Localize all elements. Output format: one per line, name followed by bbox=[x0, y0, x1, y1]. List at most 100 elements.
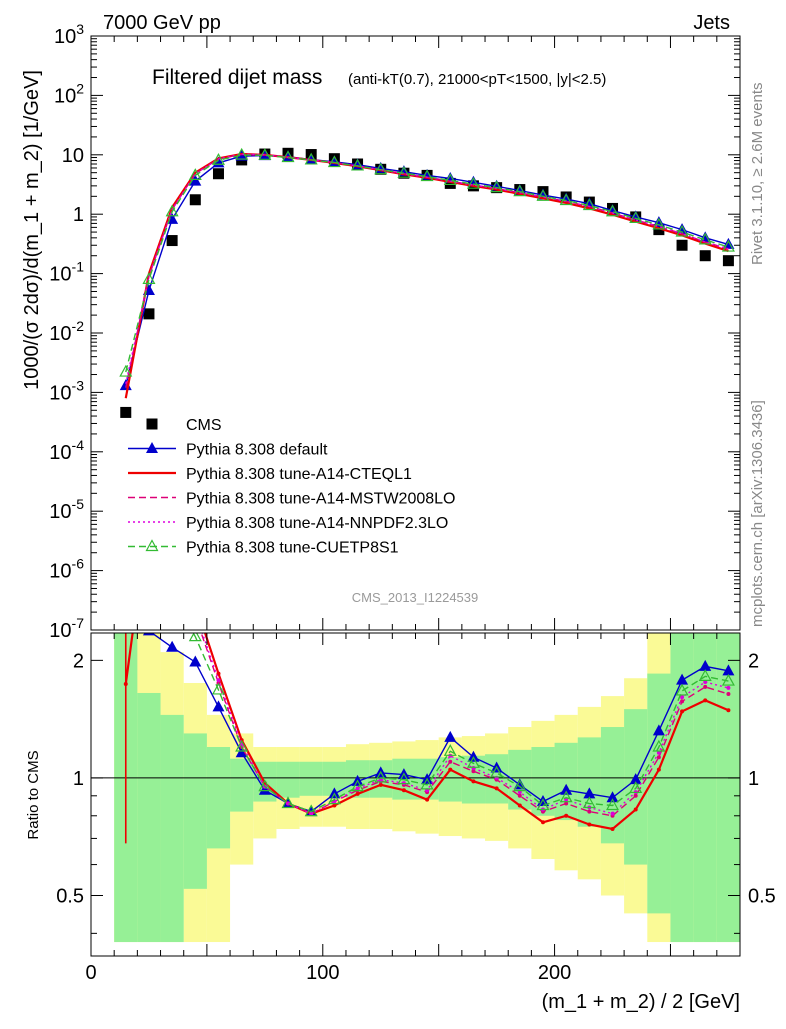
cms-point bbox=[722, 255, 734, 267]
pythia-8-308-tune-cuetp8s1-ratio-point bbox=[374, 770, 388, 783]
legend: CMS Pythia 8.308 default Pythia 8.308 tune… bbox=[128, 417, 455, 557]
pythia-8-308-tune-cuetp8s1-point bbox=[188, 168, 202, 180]
legend-marker-pythia-8-308-default bbox=[146, 442, 158, 453]
pythia-8-308-tune-a14-mstw2008lo-ratio-point bbox=[170, 573, 174, 577]
y-tick-label: 1 bbox=[73, 204, 84, 226]
cms-point bbox=[143, 308, 155, 320]
pythia-8-308-default-ratio-point bbox=[676, 673, 689, 685]
y-tick-label: 103 bbox=[54, 21, 84, 48]
cms-point bbox=[653, 224, 665, 236]
pythia-8-308-tune-a14-nnpdf2-3lo-ratio-point bbox=[703, 680, 708, 685]
green-band-bin bbox=[554, 742, 578, 821]
pythia-8-308-tune-a14-mstw2008lo-line bbox=[125, 153, 729, 388]
ratio-y-tick-label-right: 0.5 bbox=[748, 886, 776, 908]
pythia-8-308-tune-a14-cteql1-ratio-point bbox=[540, 820, 545, 825]
main-series-layer bbox=[119, 147, 735, 418]
pythia-8-308-tune-a14-mstw2008lo-ratio-point bbox=[564, 801, 569, 806]
pythia-8-308-tune-cuetp8s1-ratio-point bbox=[559, 790, 573, 803]
pythia-8-308-tune-cuetp8s1-ratio-point bbox=[466, 756, 480, 768]
pythia-8-308-tune-a14-nnpdf2-3lo-ratio-point bbox=[216, 678, 221, 683]
pythia-8-308-tune-a14-cteql1-ratio-point bbox=[656, 767, 661, 772]
pythia-8-308-tune-cuetp8s1-ratio-point bbox=[490, 765, 504, 778]
pythia-8-308-tune-cuetp8s1-point bbox=[675, 224, 689, 237]
pythia-8-308-default-ratio-point bbox=[560, 783, 573, 795]
ratio-y-tick-label-right: 1 bbox=[748, 768, 759, 790]
x-tick-label: 100 bbox=[306, 962, 339, 984]
main-chart-subtitle: (anti-kT(0.7), 21000<pT<1500, |y|<2.5) bbox=[348, 71, 606, 88]
pythia-8-308-default-ratio-point bbox=[699, 659, 712, 671]
pythia-8-308-tune-cuetp8s1-ratio-point bbox=[536, 798, 550, 811]
y-tick-label: 102 bbox=[54, 80, 84, 107]
pythia-8-308-tune-cuetp8s1-point bbox=[652, 217, 666, 230]
legend-label-pythia-8-308-tune-a14-nnpdf2-3lo: Pythia 8.308 tune-A14-NNPDF2.3LO bbox=[186, 515, 448, 532]
ratio-y-tick-label-right: 2 bbox=[748, 650, 759, 672]
pythia-8-308-tune-a14-cteql1-ratio-point bbox=[633, 807, 638, 812]
ratio-y-tick-label: 2 bbox=[73, 650, 84, 672]
pythia-8-308-tune-a14-mstw2008lo-ratio-point bbox=[680, 699, 685, 704]
ratio-y-axis-label: Ratio to CMS bbox=[25, 750, 42, 839]
pythia-8-308-tune-cuetp8s1-ratio-point bbox=[652, 739, 666, 752]
main-chart-title: Filtered dijet mass bbox=[152, 66, 322, 89]
pythia-8-308-tune-a14-cteql1-ratio-point bbox=[703, 698, 708, 703]
pythia-8-308-tune-a14-nnpdf2-3lo-ratio-point bbox=[610, 811, 615, 816]
pythia-8-308-tune-a14-cteql1-ratio-point bbox=[680, 709, 685, 714]
ratio-y-tick-label: 0.5 bbox=[56, 886, 84, 908]
pythia-8-308-tune-cuetp8s1-point bbox=[397, 165, 411, 178]
pythia-8-308-tune-cuetp8s1-point bbox=[327, 155, 341, 168]
green-band-bin bbox=[230, 758, 254, 812]
green-band-bin bbox=[322, 761, 346, 796]
pythia-8-308-tune-cuetp8s1-point bbox=[165, 204, 179, 217]
pythia-8-308-tune-cuetp8s1-point bbox=[629, 211, 643, 223]
pythia-8-308-tune-cuetp8s1-ratio-point bbox=[235, 739, 249, 752]
pythia-8-308-default-ratio-point bbox=[258, 783, 271, 795]
legend-label-pythia-8-308-tune-a14-mstw2008lo: Pythia 8.308 tune-A14-MSTW2008LO bbox=[186, 491, 455, 508]
pythia-8-308-tune-cuetp8s1-ratio-point bbox=[698, 669, 712, 681]
pythia-8-308-tune-a14-nnpdf2-3lo-line bbox=[125, 153, 729, 384]
ratio-panel: 0.5 0.5 1 1 2 2 0 100 200 Ratio to CMS (m_1 + m_… bbox=[25, 533, 776, 1013]
pythia-8-308-default-ratio-point bbox=[166, 640, 179, 652]
pythia-8-308-tune-a14-mstw2008lo-ratio-point bbox=[471, 769, 476, 774]
header-jets-label: Jets bbox=[693, 12, 730, 34]
y-tick-label: 10-2 bbox=[49, 318, 84, 345]
pythia-8-308-tune-cuetp8s1-point bbox=[258, 148, 272, 160]
pythia-8-308-tune-cuetp8s1-ratio-point bbox=[582, 796, 596, 809]
pythia-8-308-tune-cuetp8s1-line bbox=[125, 154, 729, 373]
pythia-8-308-tune-a14-cteql1-ratio-point bbox=[517, 803, 522, 808]
pythia-8-308-tune-cuetp8s1-point bbox=[374, 162, 388, 175]
green-band-bin bbox=[183, 733, 207, 889]
cms-point bbox=[212, 168, 224, 180]
green-band-bin bbox=[600, 727, 625, 844]
x-axis-label: (m_1 + m_2) / 2 [GeV] bbox=[542, 991, 740, 1013]
main-y-axis-label: 1000/(σ 2dσ)/d(m_1 + m_2) [1/GeV] bbox=[21, 70, 43, 390]
pythia-8-308-default-ratio-point bbox=[652, 724, 665, 736]
green-band-bin bbox=[624, 709, 648, 865]
pythia-8-308-tune-cuetp8s1-ratio-point bbox=[167, 591, 178, 601]
green-band-bin bbox=[438, 757, 462, 802]
pythia-8-308-tune-cuetp8s1-ratio-point bbox=[397, 772, 411, 785]
pythia-8-308-tune-a14-mstw2008lo-ratio-point bbox=[124, 614, 128, 618]
pythia-8-308-default-ratio-point bbox=[142, 633, 155, 636]
pythia-8-308-tune-a14-cteql1-ratio-point bbox=[494, 786, 499, 791]
pythia-8-308-tune-a14-cteql1-ratio-point bbox=[401, 788, 406, 793]
pythia-8-308-tune-cuetp8s1-point bbox=[582, 198, 596, 211]
pythia-8-308-default-ratio-point bbox=[189, 655, 202, 667]
pythia-8-308-tune-cuetp8s1-point bbox=[142, 272, 156, 284]
cms-point bbox=[120, 406, 132, 418]
pythia-8-308-tune-a14-nnpdf2-3lo-ratio-point bbox=[193, 611, 197, 615]
x-tick-label: 0 bbox=[85, 962, 96, 984]
y-tick-label: 10-1 bbox=[49, 259, 84, 286]
pythia-8-308-default-ratio-point bbox=[606, 791, 619, 803]
pythia-8-308-tune-a14-mstw2008lo-ratio-point bbox=[147, 533, 151, 537]
green-band-bin bbox=[299, 761, 323, 796]
pythia-8-308-tune-a14-mstw2008lo-ratio-point bbox=[726, 692, 731, 697]
mcplots-label: mcplots.cern.ch [arXiv:1306.3436] bbox=[749, 400, 766, 627]
pythia-8-308-tune-a14-cteql1-ratio-point bbox=[564, 813, 569, 818]
pythia-8-308-tune-cuetp8s1-point bbox=[606, 204, 620, 217]
legend-label-pythia-8-308-tune-a14-cteql1: Pythia 8.308 tune-A14-CTEQL1 bbox=[186, 466, 412, 483]
pythia-8-308-tune-a14-cteql1-ratio-point bbox=[378, 782, 383, 787]
cms-point bbox=[676, 239, 688, 251]
pythia-8-308-tune-a14-cteql1-ratio-point bbox=[216, 671, 221, 676]
cms-point bbox=[189, 194, 201, 206]
y-tick-label: 10-7 bbox=[49, 615, 84, 642]
pythia-8-308-default-ratio-point bbox=[120, 597, 132, 608]
